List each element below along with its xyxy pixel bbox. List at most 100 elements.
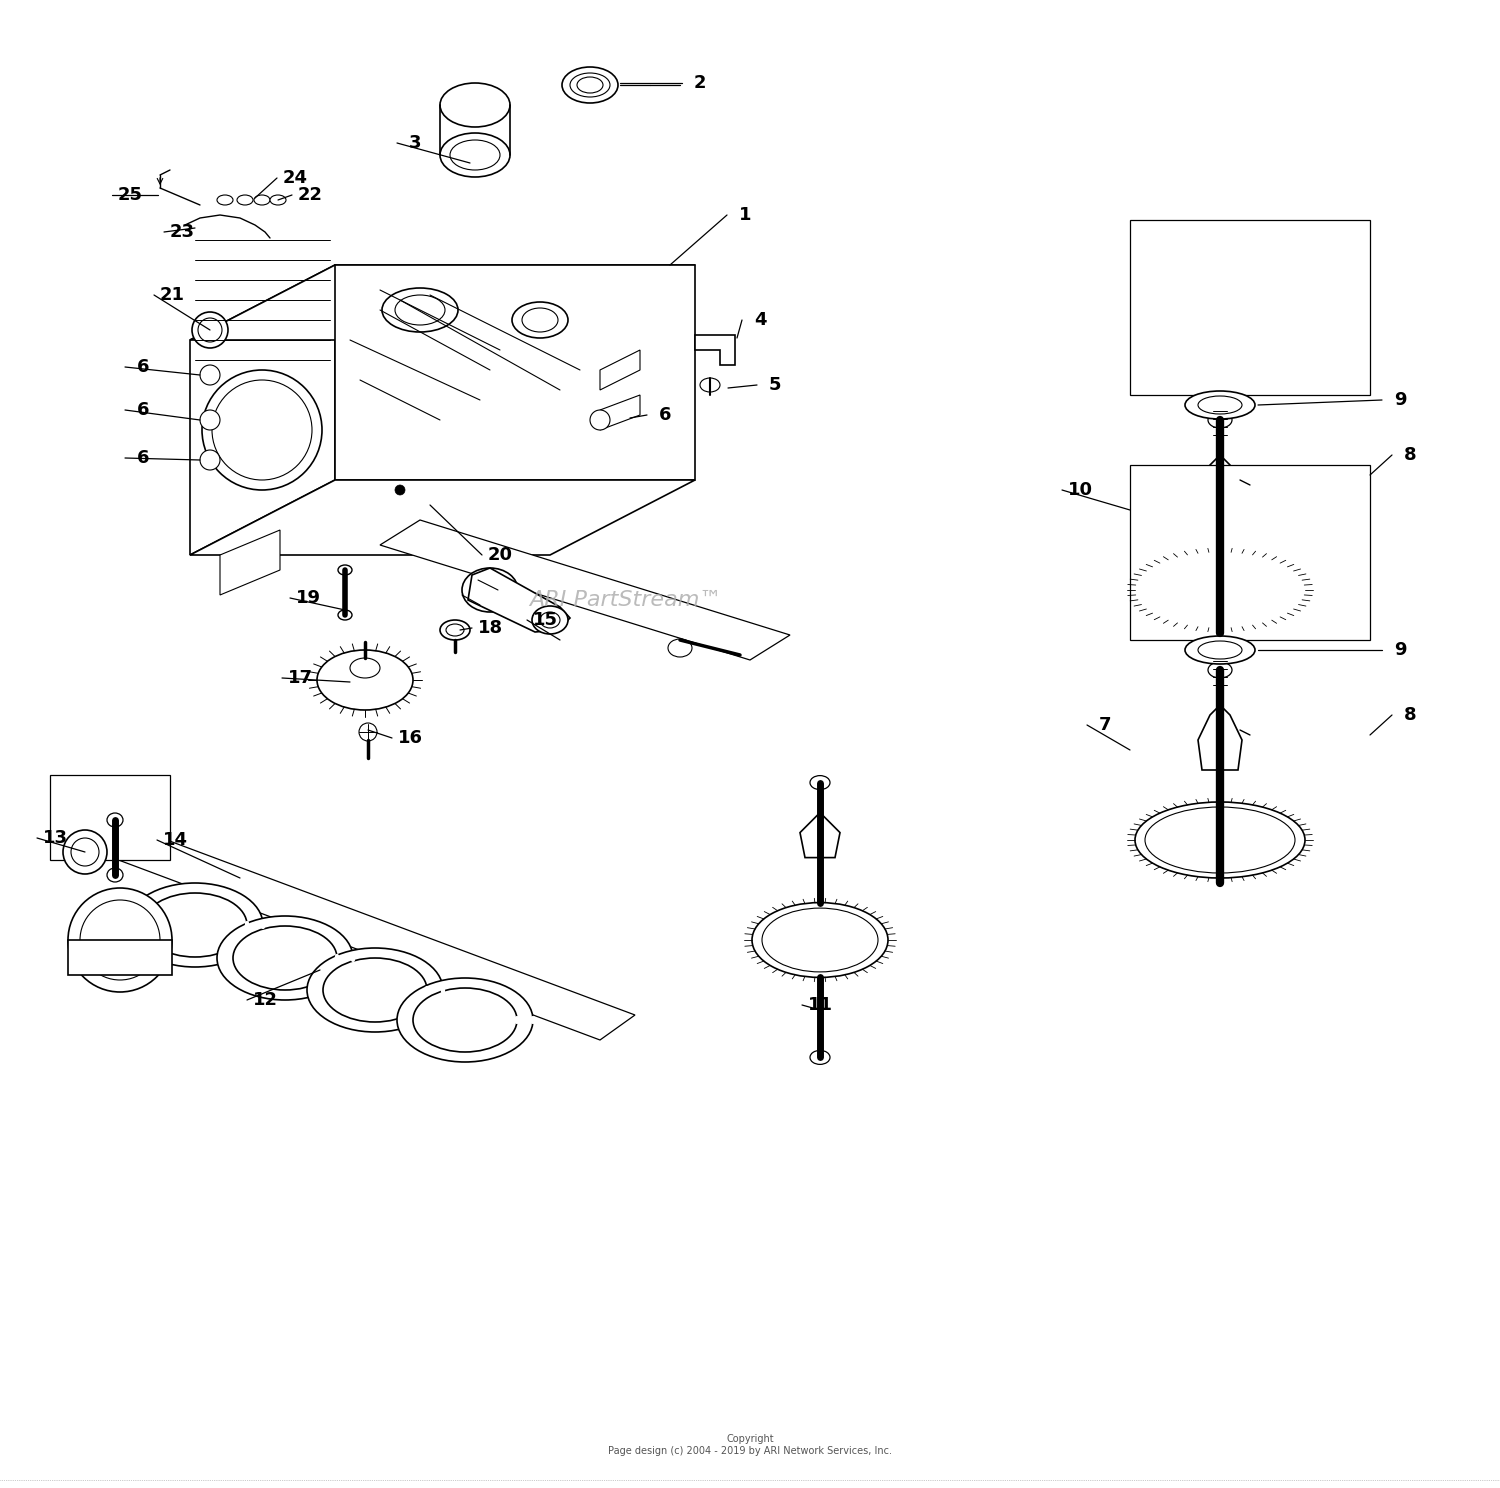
Ellipse shape — [237, 195, 254, 205]
Text: Copyright
Page design (c) 2004 - 2019 by ARI Network Services, Inc.: Copyright Page design (c) 2004 - 2019 by… — [608, 1434, 892, 1455]
Polygon shape — [600, 350, 640, 390]
Text: 7: 7 — [1098, 716, 1112, 734]
Ellipse shape — [1136, 802, 1305, 878]
Ellipse shape — [810, 775, 830, 790]
Text: 16: 16 — [398, 729, 423, 747]
Ellipse shape — [440, 132, 510, 177]
Ellipse shape — [1198, 641, 1242, 659]
Ellipse shape — [522, 308, 558, 332]
Ellipse shape — [668, 638, 692, 658]
Polygon shape — [64, 815, 634, 1040]
Ellipse shape — [106, 812, 123, 827]
Text: 3: 3 — [408, 134, 422, 152]
Text: 1: 1 — [738, 205, 752, 225]
Text: 8: 8 — [1404, 446, 1416, 464]
Ellipse shape — [308, 948, 442, 1033]
Text: 8: 8 — [1404, 705, 1416, 725]
Ellipse shape — [1208, 412, 1231, 429]
Ellipse shape — [440, 83, 510, 126]
Text: 6: 6 — [136, 400, 148, 420]
Ellipse shape — [1144, 557, 1294, 623]
Ellipse shape — [198, 318, 222, 342]
Text: ARI PartStream™: ARI PartStream™ — [528, 591, 722, 610]
Ellipse shape — [762, 908, 878, 972]
Ellipse shape — [211, 379, 312, 481]
Ellipse shape — [338, 610, 352, 620]
Polygon shape — [1198, 705, 1242, 769]
Ellipse shape — [562, 67, 618, 103]
Ellipse shape — [394, 295, 445, 324]
Ellipse shape — [1198, 396, 1242, 414]
Ellipse shape — [128, 882, 262, 967]
Polygon shape — [334, 265, 694, 481]
Ellipse shape — [590, 411, 610, 430]
Text: 25: 25 — [117, 186, 142, 204]
Ellipse shape — [462, 568, 518, 612]
Text: 23: 23 — [170, 223, 195, 241]
Ellipse shape — [446, 623, 464, 635]
Text: 12: 12 — [252, 991, 278, 1009]
Polygon shape — [694, 335, 735, 365]
Ellipse shape — [316, 650, 413, 710]
Text: 13: 13 — [42, 829, 68, 847]
Text: 17: 17 — [288, 670, 312, 687]
Ellipse shape — [1208, 662, 1231, 679]
Ellipse shape — [106, 868, 123, 882]
Ellipse shape — [200, 449, 220, 470]
Ellipse shape — [570, 73, 610, 97]
Polygon shape — [190, 265, 694, 339]
Ellipse shape — [338, 565, 352, 574]
Text: 22: 22 — [297, 186, 322, 204]
Text: 9: 9 — [1394, 641, 1407, 659]
Ellipse shape — [232, 926, 338, 990]
Ellipse shape — [200, 365, 220, 385]
Ellipse shape — [440, 620, 470, 640]
Text: 14: 14 — [162, 830, 188, 850]
Ellipse shape — [217, 917, 352, 1000]
Ellipse shape — [413, 988, 518, 1052]
Ellipse shape — [192, 312, 228, 348]
Text: 6: 6 — [658, 406, 672, 424]
Ellipse shape — [358, 723, 376, 741]
Ellipse shape — [450, 140, 500, 170]
Text: 19: 19 — [296, 589, 321, 607]
Text: 21: 21 — [159, 286, 184, 304]
Ellipse shape — [810, 1051, 830, 1064]
Ellipse shape — [142, 893, 248, 957]
Ellipse shape — [700, 378, 720, 391]
Ellipse shape — [200, 411, 220, 430]
Ellipse shape — [270, 195, 286, 205]
Ellipse shape — [382, 289, 458, 332]
Ellipse shape — [398, 978, 532, 1062]
Polygon shape — [800, 812, 840, 857]
Ellipse shape — [80, 900, 160, 981]
Ellipse shape — [68, 888, 172, 992]
Text: 2: 2 — [693, 74, 706, 92]
Polygon shape — [190, 481, 694, 555]
Text: 5: 5 — [768, 376, 782, 394]
Ellipse shape — [512, 302, 568, 338]
Polygon shape — [190, 265, 334, 555]
Polygon shape — [600, 394, 640, 430]
Polygon shape — [220, 530, 280, 595]
Ellipse shape — [1144, 806, 1294, 873]
Ellipse shape — [394, 485, 405, 496]
Ellipse shape — [254, 195, 270, 205]
Text: 15: 15 — [532, 612, 558, 629]
Ellipse shape — [70, 838, 99, 866]
Ellipse shape — [578, 77, 603, 92]
Text: 6: 6 — [136, 359, 148, 376]
Ellipse shape — [1136, 552, 1305, 628]
Polygon shape — [1198, 455, 1242, 519]
Text: 11: 11 — [807, 995, 832, 1013]
Bar — [1130, 220, 1370, 394]
Ellipse shape — [322, 958, 428, 1022]
Ellipse shape — [540, 612, 560, 628]
Polygon shape — [468, 568, 570, 632]
Ellipse shape — [1185, 635, 1256, 664]
Bar — [50, 775, 170, 860]
Ellipse shape — [752, 903, 888, 978]
Polygon shape — [68, 940, 172, 975]
Text: 10: 10 — [1068, 481, 1092, 498]
Ellipse shape — [474, 577, 506, 603]
